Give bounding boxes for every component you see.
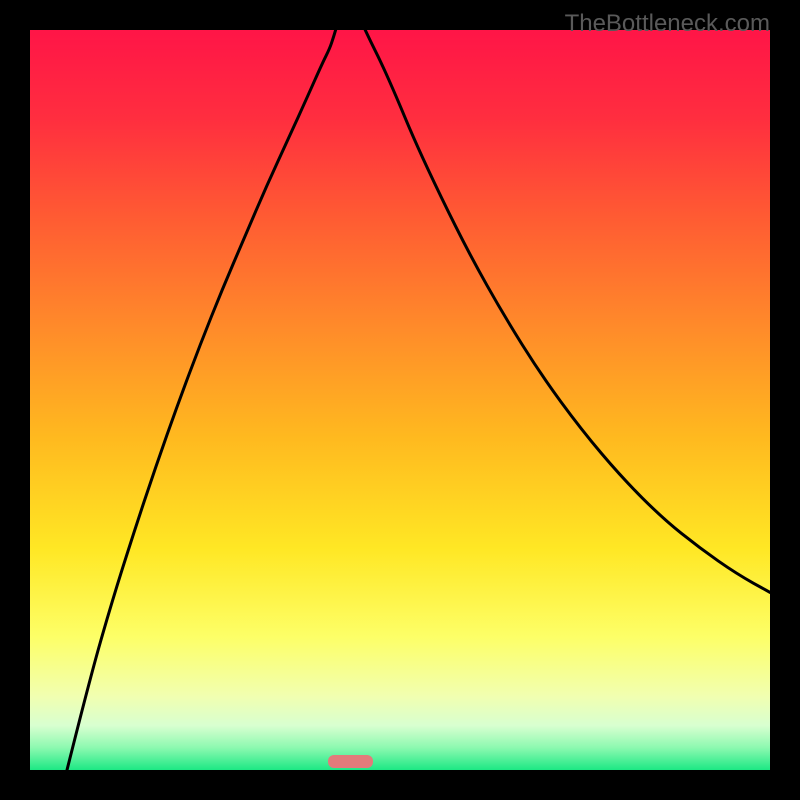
curve-right	[365, 30, 770, 592]
watermark-text: TheBottleneck.com	[565, 10, 770, 38]
optimum-marker	[328, 755, 372, 768]
chart-stage: TheBottleneck.com	[0, 0, 800, 800]
curve-left	[67, 30, 336, 770]
plot-area	[30, 30, 770, 770]
bottleneck-curves	[30, 30, 770, 770]
